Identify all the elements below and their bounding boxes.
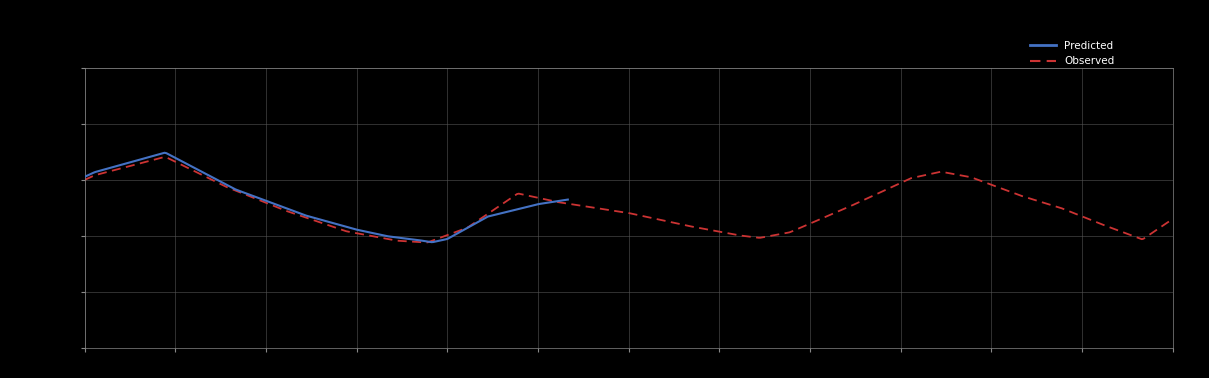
Legend: Predicted, Observed: Predicted, Observed: [1025, 37, 1118, 70]
